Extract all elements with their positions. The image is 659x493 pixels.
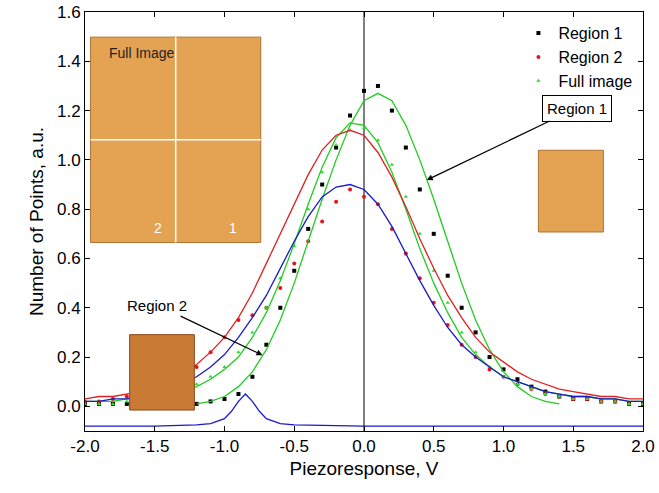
svg-text:1.6: 1.6 [57, 3, 81, 22]
svg-text:1.2: 1.2 [57, 102, 81, 121]
svg-text:0.0: 0.0 [352, 437, 376, 456]
svg-text:-2.0: -2.0 [70, 437, 99, 456]
svg-text:1.5: 1.5 [561, 437, 585, 456]
svg-text:1.0: 1.0 [492, 437, 516, 456]
svg-text:1: 1 [229, 220, 237, 236]
svg-text:1.0: 1.0 [57, 151, 81, 170]
svg-text:1.4: 1.4 [57, 52, 81, 71]
svg-text:Region 2: Region 2 [558, 49, 622, 66]
svg-text:0.4: 0.4 [57, 299, 81, 318]
svg-text:0.5: 0.5 [422, 437, 446, 456]
svg-text:2.0: 2.0 [631, 437, 655, 456]
svg-text:Full image: Full image [558, 73, 632, 90]
svg-text:2: 2 [154, 220, 162, 236]
svg-text:Piezoresponse, V: Piezoresponse, V [290, 458, 439, 479]
svg-text:-1.5: -1.5 [140, 437, 169, 456]
svg-text:-1.0: -1.0 [210, 437, 239, 456]
svg-text:Region 1: Region 1 [547, 100, 607, 117]
svg-text:Full Image: Full Image [109, 45, 175, 61]
svg-text:0.8: 0.8 [57, 200, 81, 219]
svg-text:Number of Points, a.u.: Number of Points, a.u. [26, 127, 47, 316]
svg-text:0.2: 0.2 [57, 348, 81, 367]
svg-text:-0.5: -0.5 [280, 437, 309, 456]
svg-text:0.0: 0.0 [57, 397, 81, 416]
svg-text:0.6: 0.6 [57, 249, 81, 268]
svg-text:Region 2: Region 2 [127, 297, 187, 314]
svg-text:Region 1: Region 1 [558, 25, 622, 42]
